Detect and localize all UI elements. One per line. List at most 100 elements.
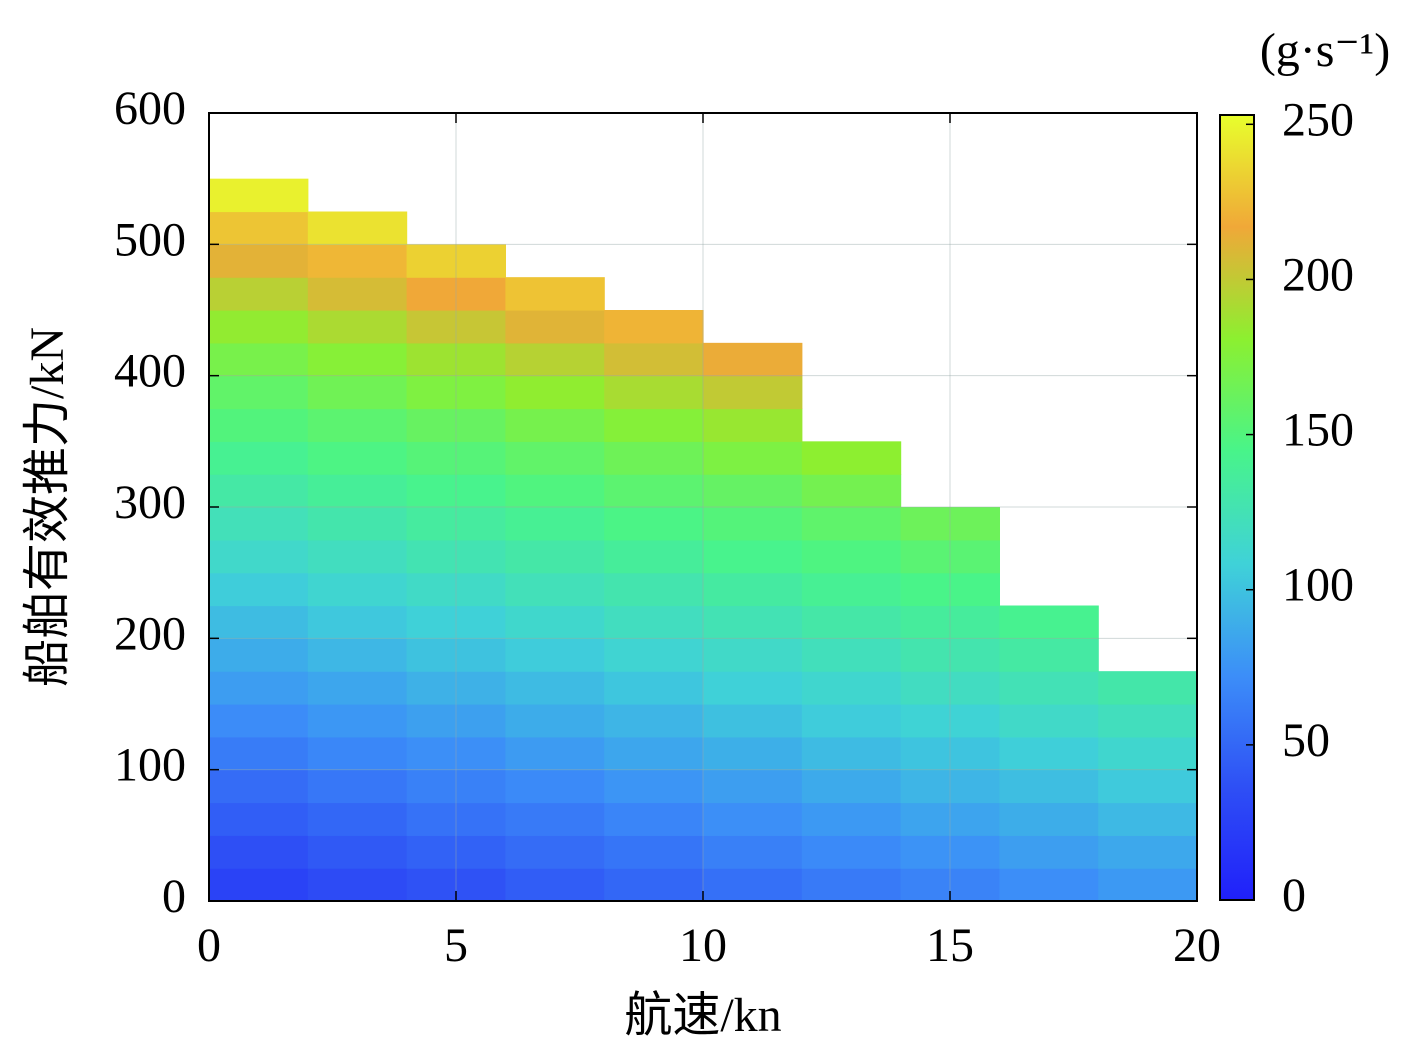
heat-cell [209,474,309,508]
heat-cell [307,375,408,410]
heat-cell [307,310,408,344]
heat-cell [604,408,704,442]
heat-cell [604,342,704,377]
heat-cell [703,835,803,869]
heat-cell [209,310,309,344]
heat-cell [999,638,1099,672]
heat-cell [1098,868,1198,902]
heat-cell [209,211,309,245]
heat-cell [703,868,803,902]
heat-cell [900,638,1000,672]
heat-cell [604,310,704,344]
heat-cell [801,507,902,541]
x-axis-label: 航速/kn [624,989,781,1042]
heat-cell [999,736,1099,771]
heat-cell [505,310,605,344]
heat-cell [209,342,309,377]
heat-cell [999,605,1099,639]
heat-cell [406,441,506,475]
heat-cell [307,802,408,836]
heat-cell [801,704,902,738]
heat-cell [307,736,408,771]
heat-cell [900,802,1000,836]
heat-cell [703,736,803,771]
heat-cell [505,539,605,574]
heat-cell [1098,704,1198,738]
heat-cell [703,539,803,574]
heat-cell [801,802,902,836]
heat-cell [209,736,309,771]
heat-cell [406,408,506,442]
heat-cell [209,441,309,475]
heat-cell [801,736,902,771]
heat-cell [307,868,408,902]
heat-cell [209,704,309,738]
heatmap [209,178,1198,902]
heat-cell [209,178,309,213]
heat-cell [307,835,408,869]
heat-cell [406,769,506,804]
heat-cell [900,835,1000,869]
heat-cell [406,310,506,344]
heat-cell [604,375,704,410]
heat-cell [505,802,605,836]
heat-cell [801,868,902,902]
x-tick-label: 20 [1173,919,1221,972]
heat-cell [703,704,803,738]
y-tick-label: 500 [114,213,186,266]
heat-cell [406,474,506,508]
heat-cell [1098,769,1198,804]
heat-cell [307,211,408,245]
y-tick-label: 600 [114,82,186,135]
plot-frame [208,112,1198,902]
heat-cell [406,638,506,672]
heat-cell [307,441,408,475]
heat-cell [604,539,704,574]
heat-cell [209,671,309,705]
axes [208,112,1198,902]
x-tick-label: 15 [926,919,974,972]
heat-cell [604,507,704,541]
heat-cell [406,507,506,541]
heat-cell [505,638,605,672]
heat-cell [999,868,1099,902]
heat-cell [604,638,704,672]
y-tick-label: 0 [162,870,186,923]
heat-cell [703,441,803,475]
heat-cell [209,375,309,410]
heat-cell [604,868,704,902]
heat-cell [604,704,704,738]
heat-cell [703,802,803,836]
heat-cell [505,277,605,311]
heat-cell [703,507,803,541]
heat-cell [406,539,506,574]
heat-cell [307,342,408,377]
heat-cell [801,671,902,705]
heat-cell [703,605,803,639]
colorbar-tick-label: 0 [1282,869,1306,922]
heat-cell [604,572,704,607]
heat-cell [505,572,605,607]
heat-cell [505,375,605,410]
heat-cell [406,244,506,278]
heat-cell [703,769,803,804]
heat-cell [703,375,803,410]
heat-cell [604,769,704,804]
heat-cell [801,572,902,607]
heat-cell [604,802,704,836]
heat-cell [307,572,408,607]
colorbar-label: (g·s⁻¹) [1260,24,1390,77]
heat-cell [209,572,309,607]
heat-cell [406,605,506,639]
heat-cell [1098,671,1198,705]
heat-cell [307,638,408,672]
heat-cell [900,671,1000,705]
heat-cell [406,277,506,311]
heat-cell [505,736,605,771]
heat-cell [505,507,605,541]
heat-cell [505,408,605,442]
heat-cell [505,769,605,804]
heat-cell [999,671,1099,705]
heat-cell [999,769,1099,804]
